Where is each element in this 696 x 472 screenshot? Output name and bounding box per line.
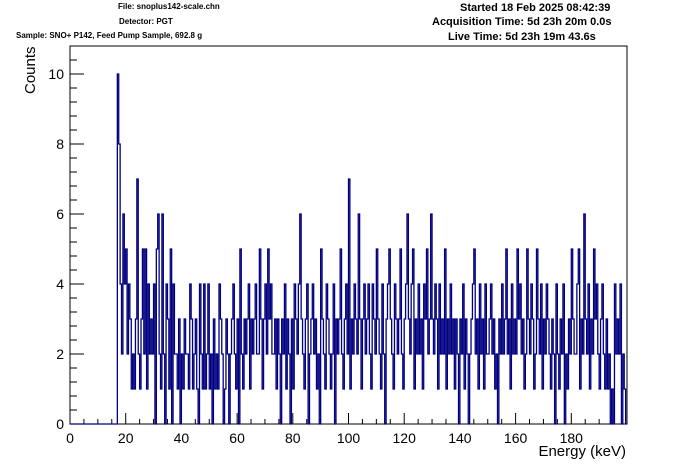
live-time-label: Live Time: 5d 23h 19m 43.6s: [448, 31, 596, 43]
x-tick-label: 120: [393, 430, 417, 446]
y-tick-label: 2: [56, 346, 64, 362]
x-axis: 0 20 40 60 80 100 120 140 160 180: [66, 413, 614, 446]
x-tick-label: 180: [560, 430, 584, 446]
y-axis-title: Counts: [22, 46, 39, 94]
x-tick-label: 140: [448, 430, 472, 446]
y-tick-label: 4: [56, 276, 64, 292]
x-tick-label: 100: [337, 430, 361, 446]
y-tick-label: 6: [56, 206, 64, 222]
x-tick-label: 80: [285, 430, 301, 446]
x-axis-title: Energy (keV): [538, 443, 626, 460]
started-label: Started 18 Feb 2025 08:42:39: [460, 2, 611, 14]
y-tick-label: 8: [56, 136, 64, 152]
detector-label: Detector: PGT: [119, 17, 173, 26]
x-tick-label: 160: [504, 430, 528, 446]
y-tick-label: 0: [56, 416, 64, 432]
x-tick-label: 0: [66, 430, 74, 446]
sample-label: Sample: SNO+ P142, Feed Pump Sample, 692…: [16, 31, 203, 40]
x-tick-label: 40: [174, 430, 190, 446]
acquisition-time-label: Acquisition Time: 5d 23h 20m 0.0s: [432, 16, 612, 28]
y-axis: 0 2 4 6 8 10: [48, 59, 84, 432]
histogram-line: [70, 73, 627, 425]
y-tick-label: 10: [48, 66, 64, 82]
x-tick-label: 20: [118, 430, 134, 446]
file-name-label: File: snoplus142-scale.chn: [118, 2, 220, 11]
x-tick-label: 60: [229, 430, 245, 446]
